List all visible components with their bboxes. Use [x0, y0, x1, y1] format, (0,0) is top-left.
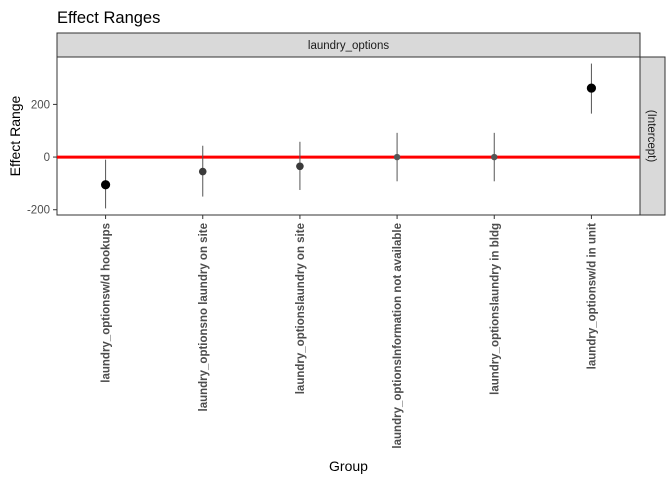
facet-strip-top: laundry_options: [56, 32, 641, 58]
y-tick-label: 0: [44, 152, 50, 164]
x-tick-label: laundry_optionslaundry in bldg: [489, 223, 501, 395]
y-axis: -200 0 200: [27, 99, 57, 217]
point-estimate: [586, 83, 597, 93]
x-tick-label: laundry_optionsw/d in unit: [586, 223, 598, 369]
point-estimate: [491, 153, 498, 161]
facet-strip-right-box: [639, 56, 666, 216]
point-estimate: [296, 162, 304, 171]
x-tick-label: laundry_optionsno laundry on site: [198, 223, 210, 412]
plot-panel: [56, 56, 641, 216]
facet-strip-top-box: [56, 32, 641, 58]
x-tick-label: laundry_optionslaundry on site: [295, 223, 307, 394]
y-tick-label: 200: [31, 99, 50, 111]
facet-strip-right: (Intercept): [639, 56, 666, 216]
point-estimate: [100, 180, 111, 190]
plot-marks: [57, 63, 640, 209]
y-axis-title: Effect Range: [7, 95, 23, 176]
point-estimate: [393, 153, 401, 161]
x-tick-label: laundry_optionsInformation not available: [392, 223, 404, 449]
x-axis: laundry_optionsw/d hookups laundry_option…: [101, 215, 598, 449]
point-estimate: [198, 167, 207, 176]
x-tick-label: laundry_optionsw/d hookups: [101, 223, 113, 383]
facet-strip-right-label: (Intercept): [645, 110, 657, 163]
chart-title: Effect Ranges: [57, 9, 160, 27]
facet-strip-top-label: laundry_options: [308, 40, 389, 52]
y-tick-label: -200: [27, 205, 50, 217]
x-axis-title: Group: [329, 458, 368, 474]
